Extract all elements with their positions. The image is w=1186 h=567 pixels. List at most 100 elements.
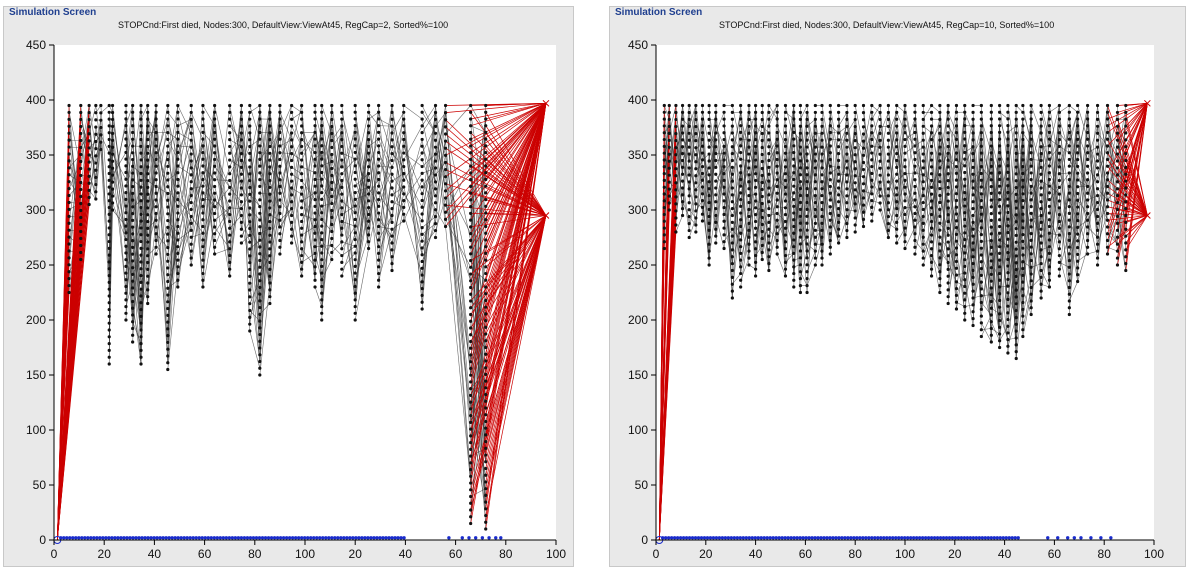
node-point xyxy=(278,157,282,162)
node-point xyxy=(805,270,809,274)
link-line xyxy=(1059,105,1070,113)
node-point xyxy=(921,166,925,170)
link-line xyxy=(341,119,356,240)
link-line xyxy=(132,193,142,324)
node-point xyxy=(760,201,764,206)
node-point xyxy=(433,159,438,163)
node-point xyxy=(248,226,252,231)
node-point xyxy=(258,319,262,323)
node-point xyxy=(189,145,193,149)
node-point xyxy=(694,216,698,220)
node-point xyxy=(469,252,473,256)
link-line xyxy=(403,139,423,255)
link-line xyxy=(378,139,393,175)
node-point xyxy=(176,265,180,269)
node-point xyxy=(730,138,734,142)
node-point xyxy=(353,291,357,295)
node-point xyxy=(258,366,262,370)
node-point xyxy=(484,332,488,336)
link-line xyxy=(748,167,756,277)
node-point xyxy=(870,165,874,169)
link-line xyxy=(761,217,770,230)
node-point xyxy=(87,103,91,108)
node-point xyxy=(99,147,103,152)
link-line xyxy=(1087,226,1098,238)
sink-link xyxy=(1107,102,1148,127)
node-point xyxy=(845,110,849,115)
node-point xyxy=(938,145,942,149)
base-node xyxy=(390,536,394,540)
node-point xyxy=(903,219,907,223)
base-node xyxy=(272,536,277,540)
node-point xyxy=(707,242,711,246)
link-line xyxy=(331,180,343,211)
base-node xyxy=(179,536,183,540)
node-point xyxy=(878,201,882,205)
node-point xyxy=(687,180,691,184)
link-line xyxy=(291,160,302,216)
node-point xyxy=(201,285,205,289)
node-point xyxy=(201,124,205,128)
link-line xyxy=(1059,172,1070,188)
node-point xyxy=(366,131,371,135)
link-line xyxy=(355,193,369,200)
link-line xyxy=(914,195,924,214)
sink-link xyxy=(445,169,547,216)
link-line xyxy=(354,207,369,274)
node-point xyxy=(694,230,698,234)
node-point xyxy=(340,206,344,210)
node-point xyxy=(853,167,857,171)
node-point xyxy=(946,240,950,244)
node-point xyxy=(870,158,874,162)
node-point xyxy=(124,130,128,134)
node-point xyxy=(390,138,394,142)
link-line xyxy=(863,126,873,181)
base-node xyxy=(95,536,99,540)
link-line xyxy=(1069,152,1078,227)
node-point xyxy=(213,238,217,243)
node-point xyxy=(798,159,803,163)
node-point xyxy=(739,238,743,242)
node-point xyxy=(895,186,899,190)
node-point xyxy=(201,198,205,202)
node-point xyxy=(700,151,705,155)
node-point xyxy=(176,110,180,114)
node-point xyxy=(107,273,111,278)
node-point xyxy=(278,110,282,114)
node-point xyxy=(813,131,817,135)
link-line xyxy=(421,153,436,167)
node-point xyxy=(469,454,473,458)
node-point xyxy=(131,164,135,168)
node-point xyxy=(139,328,143,332)
base-node xyxy=(473,536,478,540)
node-point xyxy=(798,228,803,232)
sink-link xyxy=(485,215,547,395)
link-line xyxy=(301,214,316,221)
base-node xyxy=(140,536,144,540)
link-line xyxy=(421,112,436,134)
node-point xyxy=(176,271,180,276)
node-point xyxy=(124,224,128,228)
node-point xyxy=(131,178,135,182)
link-line xyxy=(871,126,881,160)
node-point xyxy=(87,181,91,185)
link-line xyxy=(999,192,1009,247)
node-point xyxy=(929,110,934,114)
node-point xyxy=(107,348,111,352)
node-point xyxy=(754,206,758,210)
node-point xyxy=(420,124,424,128)
node-point xyxy=(886,117,890,121)
link-line xyxy=(147,146,157,167)
link-line xyxy=(421,159,436,196)
link-line xyxy=(904,125,916,174)
link-line xyxy=(715,146,725,195)
node-point xyxy=(201,245,205,249)
sink-link xyxy=(445,133,547,216)
node-point xyxy=(739,124,743,128)
node-point xyxy=(166,225,170,229)
node-point xyxy=(94,154,98,158)
node-points xyxy=(67,103,488,531)
node-point xyxy=(300,117,304,121)
link-line xyxy=(708,132,717,189)
node-point xyxy=(707,256,711,260)
